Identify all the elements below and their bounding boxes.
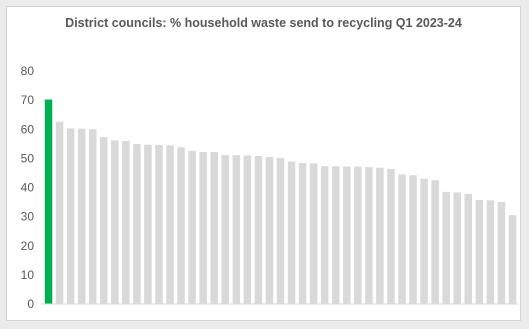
bar (155, 144, 163, 304)
bar (320, 166, 329, 304)
bar (232, 155, 241, 304)
y-tick-label: 20 (21, 239, 35, 253)
bar (55, 121, 64, 305)
y-tick-label: 40 (21, 181, 35, 195)
bar (453, 192, 461, 304)
bar (420, 178, 428, 304)
bar (254, 156, 263, 304)
bar (243, 155, 252, 304)
bar (387, 169, 395, 304)
bar (188, 150, 196, 304)
bar (354, 166, 362, 304)
bar (111, 140, 119, 304)
y-tick-label: 50 (21, 151, 35, 165)
bar (486, 200, 495, 304)
bar (409, 175, 417, 304)
y-tick-label: 60 (21, 122, 35, 136)
bar (475, 200, 484, 304)
bar (276, 157, 285, 304)
y-tick-label: 70 (21, 93, 35, 107)
bar (287, 161, 296, 304)
y-tick-label: 80 (21, 64, 35, 78)
bar (497, 202, 506, 304)
y-tick-label: 10 (21, 268, 35, 282)
bar (210, 151, 218, 304)
bars (44, 99, 517, 305)
highlighted-bar (44, 99, 53, 304)
bar (343, 166, 351, 304)
bar (221, 155, 230, 304)
bar (331, 166, 340, 304)
y-tick-label: 0 (27, 297, 34, 311)
bar (398, 174, 406, 304)
bar (464, 193, 473, 304)
bar (199, 151, 207, 304)
bar (431, 180, 439, 304)
bar (133, 144, 141, 304)
bar (122, 140, 130, 304)
y-tick-label: 30 (21, 210, 35, 224)
bar (88, 129, 97, 304)
bar (177, 147, 185, 304)
bar (508, 215, 517, 304)
bar (166, 145, 174, 304)
chart-title: District councils: % household waste sen… (65, 16, 462, 30)
bar (298, 163, 307, 304)
bar (100, 137, 108, 304)
bar (66, 128, 75, 304)
bar (365, 167, 373, 304)
bar (265, 156, 274, 304)
bar (442, 191, 450, 304)
bar (309, 163, 318, 304)
bar (376, 167, 384, 304)
bar (144, 144, 152, 304)
bar (77, 128, 86, 304)
y-axis: 0 10 20 30 40 50 60 70 80 (21, 64, 35, 311)
